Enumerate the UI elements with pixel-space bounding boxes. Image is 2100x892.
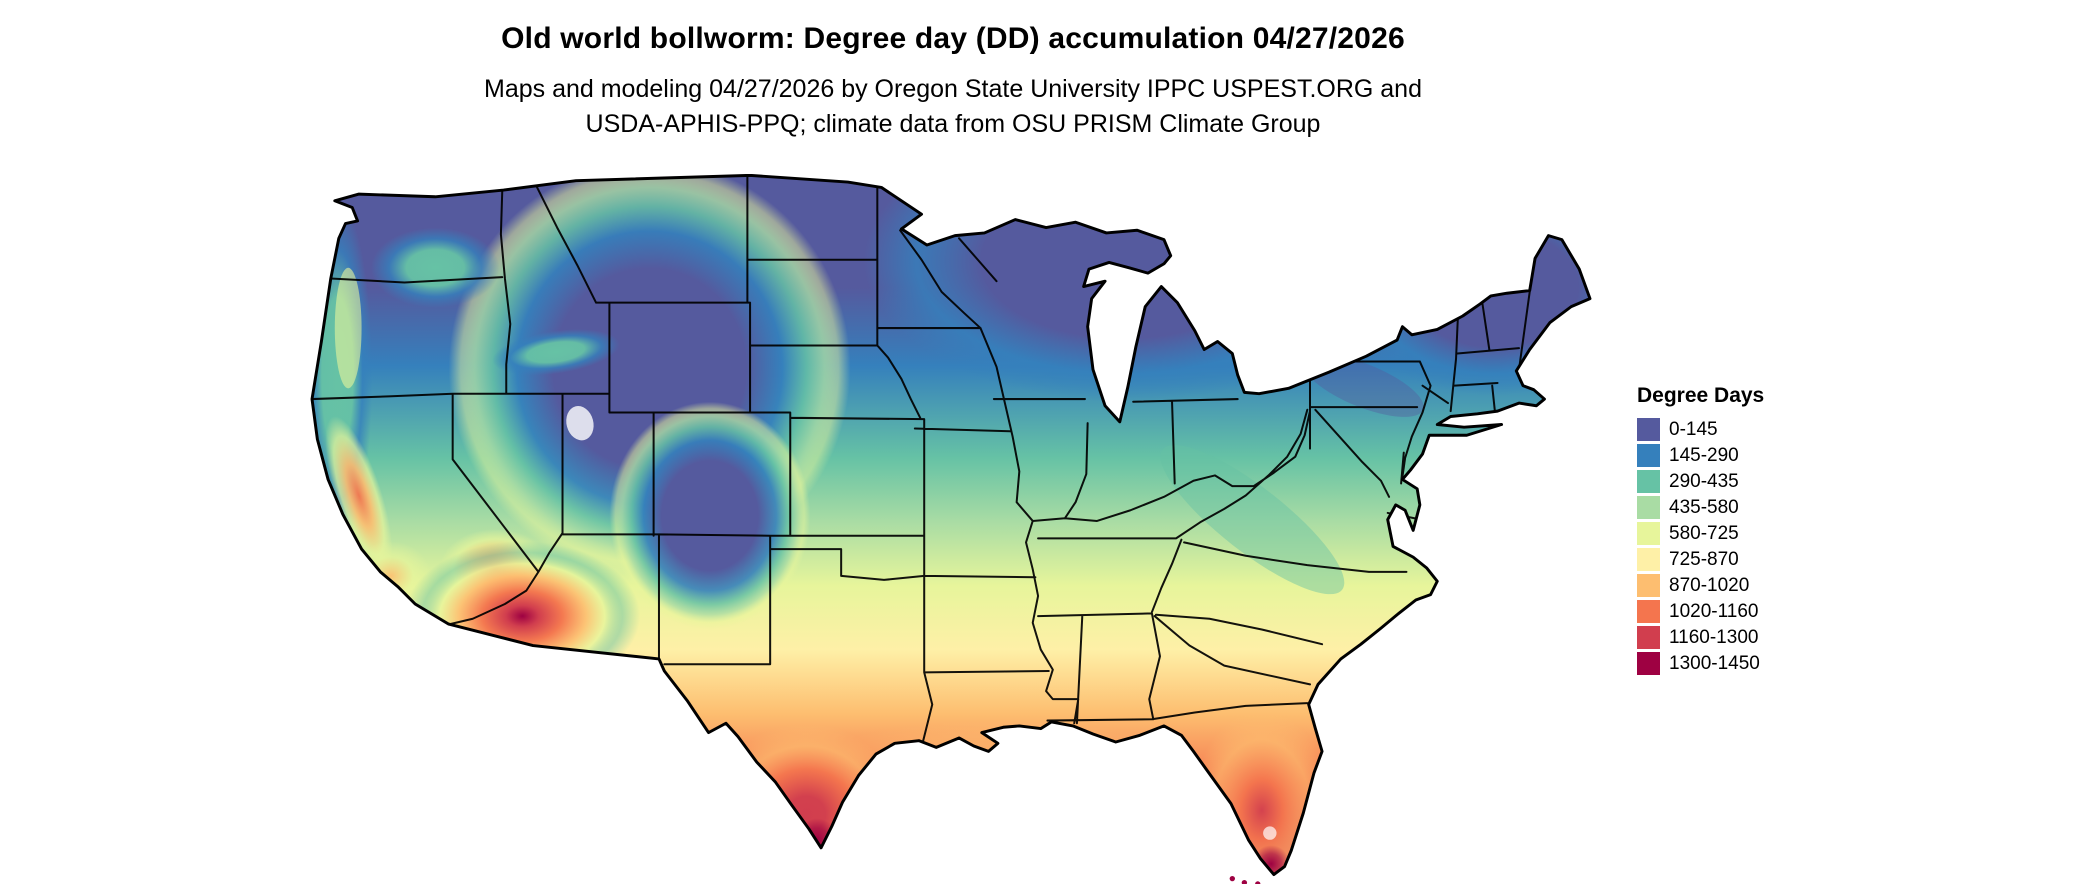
page-title: Old world bollworm: Degree day (DD) accu… bbox=[501, 22, 1405, 55]
lake-okeechobee bbox=[1263, 826, 1277, 840]
legend-swatch bbox=[1637, 574, 1660, 597]
legend-label: 0-145 bbox=[1669, 418, 1718, 440]
legend-swatch bbox=[1637, 548, 1660, 571]
legend-row: 580-725 bbox=[1637, 522, 1764, 545]
legend-label: 145-290 bbox=[1669, 444, 1739, 466]
legend-swatch bbox=[1637, 418, 1660, 441]
snake-river-plain-region bbox=[492, 329, 620, 376]
columbia-basin-region bbox=[370, 227, 500, 308]
legend-label: 290-435 bbox=[1669, 470, 1739, 492]
legend-row: 725-870 bbox=[1637, 548, 1764, 571]
legend-label: 1020-1160 bbox=[1669, 600, 1759, 622]
legend-swatch bbox=[1637, 626, 1660, 649]
florida-keys bbox=[1229, 875, 1261, 884]
legend-row: 870-1020 bbox=[1637, 574, 1764, 597]
legend-row: 1020-1160 bbox=[1637, 600, 1764, 623]
legend-swatch bbox=[1637, 444, 1660, 467]
legend-title: Degree Days bbox=[1637, 384, 1765, 407]
legend-label: 435-580 bbox=[1669, 496, 1739, 518]
legend-swatch bbox=[1637, 496, 1660, 519]
legend-swatch bbox=[1637, 470, 1660, 493]
legend-swatch bbox=[1637, 522, 1660, 545]
california-central-valley-hotspot bbox=[325, 416, 393, 575]
willamette-valley-strip bbox=[334, 267, 362, 389]
degree-days-legend: Degree Days 0-145 145-290 290-435 435-580 58… bbox=[1637, 384, 1764, 678]
gulf-coast-warm-strip bbox=[830, 720, 1179, 791]
colorado-newmexico-highlands bbox=[609, 401, 811, 630]
map-header: Old world bollworm: Degree day (DD) accu… bbox=[0, 22, 1906, 141]
state-borders bbox=[312, 175, 1531, 743]
legend-row: 435-580 bbox=[1637, 496, 1764, 519]
legend-row: 1300-1450 bbox=[1637, 652, 1764, 675]
legend-swatch bbox=[1637, 652, 1660, 675]
legend-label: 1300-1450 bbox=[1669, 652, 1760, 674]
arizona-desert-hotspot bbox=[404, 541, 641, 692]
subtitle-line-1: Maps and modeling 04/27/2026 by Oregon S… bbox=[484, 75, 1422, 103]
legend-row: 0-145 bbox=[1637, 418, 1764, 441]
legend-label: 1160-1300 bbox=[1669, 626, 1759, 648]
legend-label: 725-870 bbox=[1669, 548, 1739, 570]
legend-row: 1160-1300 bbox=[1637, 626, 1764, 649]
degree-day-raster bbox=[312, 175, 1590, 875]
map-subtitle: Maps and modeling 04/27/2026 by Oregon S… bbox=[0, 72, 1906, 141]
legend-row: 145-290 bbox=[1637, 444, 1764, 467]
legend-label: 870-1020 bbox=[1669, 574, 1750, 596]
great-salt-lake bbox=[566, 405, 594, 441]
legend-swatch bbox=[1637, 600, 1660, 623]
appalachian-cool-streak bbox=[1160, 445, 1345, 595]
subtitle-line-2: USDA-APHIS-PPQ; climate data from OSU PR… bbox=[585, 109, 1321, 138]
legend-row: 290-435 bbox=[1637, 470, 1764, 493]
us-degree-day-map bbox=[310, 174, 1592, 884]
legend-label: 580-725 bbox=[1669, 522, 1739, 544]
legend-rows: 0-145 145-290 290-435 435-580 580-725 725-870… bbox=[1637, 418, 1764, 675]
